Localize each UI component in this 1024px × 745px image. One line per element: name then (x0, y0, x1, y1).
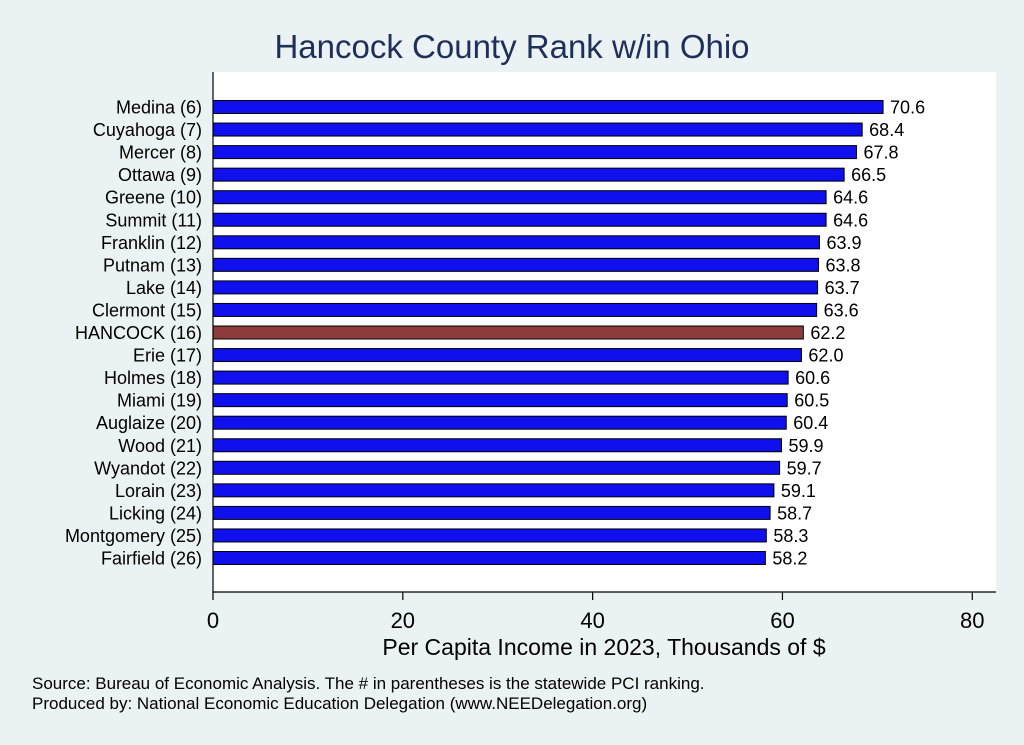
value-labels: 70.668.4 67.866.5 64.664.6 63.963.8 63.763.6… (772, 98, 925, 569)
chart-title: Hancock County Rank w/in Ohio (274, 28, 749, 65)
bar-10 (212, 325, 804, 340)
category-label-19: Montgomery (25) (65, 526, 202, 546)
bar-17 (212, 483, 775, 498)
value-label-15: 59.9 (789, 436, 824, 456)
value-label-16: 59.7 (787, 458, 822, 478)
category-label-3: Ottawa (9) (118, 165, 202, 185)
produced-by-note: Produced by: National Economic Education… (32, 694, 647, 713)
value-label-1: 68.4 (869, 120, 904, 140)
x-axis-ticks: 0 20 40 60 80 (207, 592, 985, 633)
bar-12 (212, 370, 789, 385)
value-label-4: 64.6 (833, 188, 868, 208)
x-tick-label-0: 0 (207, 608, 219, 633)
value-label-5: 64.6 (833, 210, 868, 230)
category-label-17: Lorain (23) (115, 481, 202, 501)
bar-4 (212, 190, 827, 205)
value-label-8: 63.7 (825, 278, 860, 298)
bar-2 (212, 145, 857, 160)
category-label-11: Erie (17) (133, 346, 202, 366)
value-label-2: 67.8 (863, 143, 898, 163)
category-label-18: Licking (24) (109, 503, 202, 523)
category-label-7: Putnam (13) (103, 255, 202, 275)
value-label-14: 60.4 (793, 413, 828, 433)
bar-16 (212, 460, 781, 475)
value-label-13: 60.5 (794, 391, 829, 411)
bar-3 (212, 167, 845, 182)
bar-6 (212, 235, 820, 250)
source-note: Source: Bureau of Economic Analysis. The… (32, 674, 705, 693)
value-label-0: 70.6 (890, 98, 925, 118)
x-tick-label-3: 60 (770, 608, 794, 633)
category-label-0: Medina (6) (116, 98, 202, 118)
bar-13 (212, 393, 788, 408)
bar-18 (212, 505, 771, 520)
category-label-13: Miami (19) (117, 391, 202, 411)
category-label-6: Franklin (12) (101, 233, 202, 253)
category-label-12: Holmes (18) (104, 368, 202, 388)
category-label-20: Fairfield (26) (101, 549, 202, 569)
value-label-7: 63.8 (826, 255, 861, 275)
bar-5 (212, 212, 827, 227)
category-label-10: HANCOCK (16) (75, 323, 202, 343)
category-label-4: Greene (10) (105, 188, 202, 208)
category-label-14: Auglaize (20) (96, 413, 202, 433)
bar-1 (212, 122, 863, 137)
bar-7 (212, 257, 820, 272)
category-labels: Medina (6)Cuyahoga (7) Mercer (8)Ottawa (… (65, 98, 202, 569)
bar-8 (212, 280, 819, 295)
bar-0 (212, 100, 884, 114)
category-label-16: Wyandot (22) (94, 458, 202, 478)
bar-14 (212, 415, 787, 430)
value-label-9: 63.6 (824, 300, 859, 320)
category-label-9: Clermont (15) (92, 300, 202, 320)
value-label-17: 59.1 (781, 481, 816, 501)
category-label-2: Mercer (8) (119, 143, 202, 163)
value-label-6: 63.9 (826, 233, 861, 253)
bar-15 (212, 438, 783, 453)
value-label-11: 62.0 (808, 346, 843, 366)
x-tick-label-1: 20 (391, 608, 415, 633)
x-tick-label-2: 40 (580, 608, 604, 633)
bar-20 (212, 551, 766, 565)
value-label-10: 62.2 (810, 323, 845, 343)
category-label-1: Cuyahoga (7) (93, 120, 202, 140)
value-label-18: 58.7 (777, 503, 812, 523)
value-label-19: 58.3 (773, 526, 808, 546)
bar-19 (212, 528, 767, 543)
category-label-8: Lake (14) (126, 278, 202, 298)
value-label-12: 60.6 (795, 368, 830, 388)
bar-11 (212, 348, 802, 363)
value-label-20: 58.2 (772, 549, 807, 569)
bar-9 (212, 302, 818, 317)
value-label-3: 66.5 (851, 165, 886, 185)
x-tick-label-4: 80 (960, 608, 984, 633)
category-label-15: Wood (21) (118, 436, 202, 456)
category-label-5: Summit (11) (105, 210, 202, 230)
x-axis-title: Per Capita Income in 2023, Thousands of … (382, 634, 825, 660)
